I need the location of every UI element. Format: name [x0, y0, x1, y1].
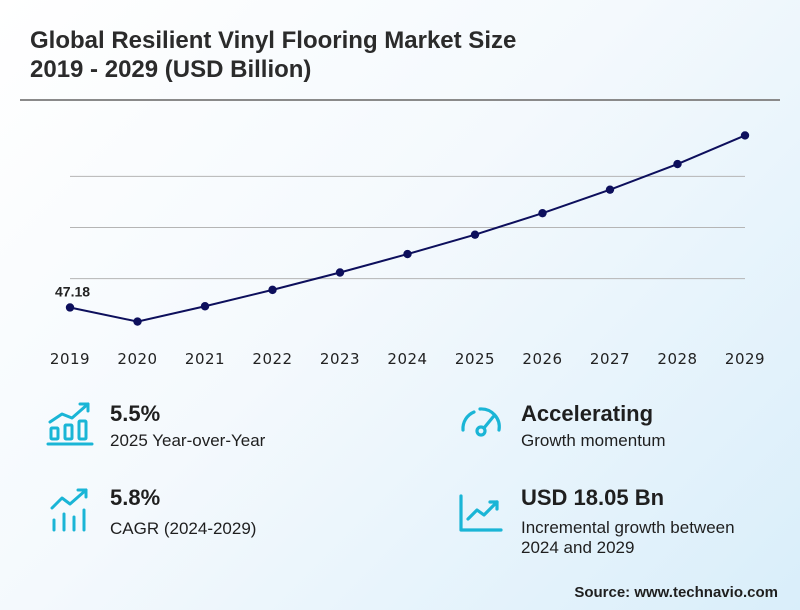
data-points	[65, 131, 750, 326]
data-point-2025	[470, 230, 480, 239]
data-label-2019: 47.18	[55, 283, 90, 299]
x-tick-2019: 2019	[50, 350, 90, 368]
chart-title-line-1: Global Resilient Vinyl Flooring Market S…	[30, 27, 517, 54]
chart-title-line-2: 2019 - 2029 (USD Billion)	[30, 56, 312, 83]
trend-bars-icon	[50, 488, 88, 532]
x-tick-2022: 2022	[252, 350, 292, 368]
stat-value: 5.5%	[110, 401, 161, 426]
data-point-2021	[200, 302, 210, 311]
data-point-2027	[605, 185, 615, 194]
line-chart: 47.18 2019 2020 2021 2022 2023 2024 2025 2026 20…	[50, 131, 765, 368]
stat-label: 2025 Year-over-Year	[110, 431, 266, 450]
chart-title: Global Resilient Vinyl Flooring Market S…	[30, 26, 516, 84]
x-tick-2026: 2026	[522, 350, 562, 368]
series-line	[69, 134, 746, 323]
data-point-2024	[403, 249, 412, 259]
x-axis-ticks: 2019 2020 2021 2022 2023 2024 2025 2026 2027 2028…	[50, 350, 765, 368]
source-note: Source: www.technavio.com	[574, 584, 778, 601]
gridlines	[70, 175, 745, 280]
data-point-2023	[335, 268, 345, 277]
stat-value: 5.8%	[110, 485, 161, 510]
bar-chart-icon	[46, 402, 94, 446]
data-point-2029	[740, 131, 750, 140]
growth-chart-icon	[459, 494, 503, 532]
stat-label: Growth momentum	[521, 431, 666, 450]
data-labels: 47.18	[55, 283, 90, 299]
x-tick-2020: 2020	[117, 350, 157, 368]
data-point-2026	[538, 208, 547, 218]
title-divider	[20, 99, 780, 101]
data-point-2019	[65, 303, 75, 312]
stat-value: USD 18.05 Bn	[521, 485, 665, 510]
x-tick-2027: 2027	[590, 350, 630, 368]
x-tick-2024: 2024	[387, 350, 427, 368]
stat-value: Accelerating	[521, 401, 654, 426]
data-point-2020	[133, 317, 142, 326]
x-tick-2029: 2029	[725, 350, 765, 368]
stat-label: CAGR (2024-2029)	[110, 519, 257, 538]
speedometer-icon	[461, 407, 501, 437]
x-tick-2025: 2025	[455, 350, 495, 368]
x-tick-2023: 2023	[320, 350, 360, 368]
x-tick-2021: 2021	[185, 350, 225, 368]
series-path	[69, 134, 746, 323]
stat-label: Incremental growth between 2024 and 2029	[521, 518, 735, 557]
data-point-2022	[268, 285, 277, 295]
x-tick-2028: 2028	[657, 350, 697, 368]
data-point-2028	[673, 159, 682, 169]
